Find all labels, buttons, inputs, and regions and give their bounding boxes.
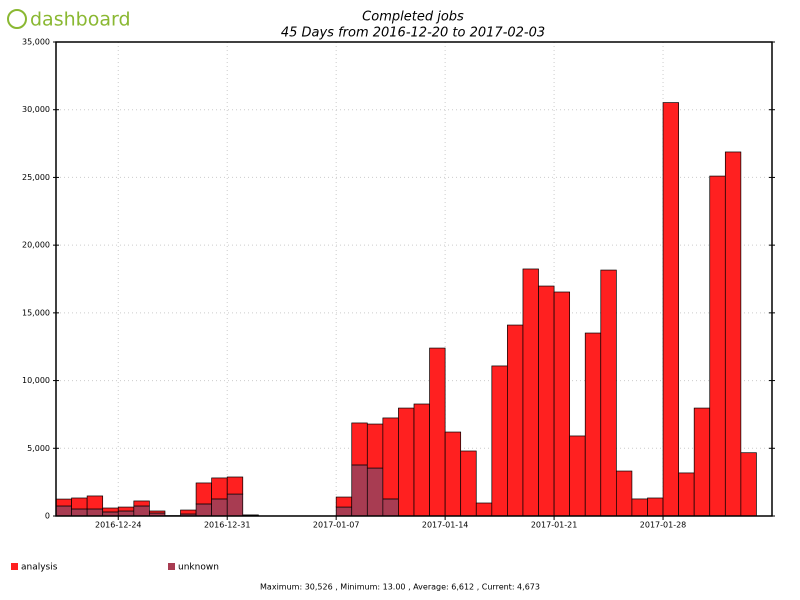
bar-segment <box>460 450 477 517</box>
bar-segment <box>631 498 648 517</box>
bar-segment <box>195 503 213 517</box>
bar-segment <box>351 422 368 466</box>
chart-subtitle: 45 Days from 2016-12-20 to 2017-02-03 <box>281 26 545 41</box>
bar-segment <box>211 498 228 517</box>
bar-segment <box>226 493 244 517</box>
x-tick-label: 2017-01-07 <box>313 521 360 530</box>
bar-segment <box>133 505 150 517</box>
bar-segment <box>584 332 602 517</box>
bar-segment <box>475 502 493 517</box>
logo-text: dashboard <box>30 9 131 31</box>
legend-label: analysis <box>21 563 58 573</box>
bar-segment <box>709 175 726 517</box>
bar-segment <box>429 347 446 517</box>
bar-segment <box>86 508 104 517</box>
bar-segment <box>149 510 166 514</box>
bar-segment <box>366 467 384 517</box>
bar-segment <box>662 102 679 517</box>
bar-segment <box>413 403 430 517</box>
bar-segment <box>522 268 539 517</box>
y-tick-label: 0 <box>45 512 50 521</box>
x-tick-label: 2017-01-14 <box>422 521 469 530</box>
bar-segment <box>133 500 150 507</box>
y-tick-label: 10,000 <box>22 376 50 385</box>
bar-segment <box>55 505 72 517</box>
bar-segment <box>507 324 524 517</box>
plot-frame <box>55 41 773 517</box>
bar-segment <box>398 407 415 517</box>
legend-label: unknown <box>178 563 219 573</box>
y-tick-label: 5,000 <box>27 444 50 453</box>
logo: dashboard <box>7 9 131 31</box>
bar-segment <box>693 407 711 517</box>
bar-segment <box>55 498 72 507</box>
bar-segment <box>553 291 571 517</box>
logo-icon <box>7 9 27 29</box>
bar-segment <box>538 285 555 517</box>
bar-segment <box>335 506 353 517</box>
bar-segment <box>351 464 368 517</box>
bar-segment <box>117 506 135 512</box>
legend-swatch <box>168 563 175 570</box>
x-tick-label: 2017-01-28 <box>640 521 687 530</box>
bar-segment <box>647 497 664 517</box>
x-tick-label: 2016-12-24 <box>95 521 142 530</box>
bar-segment <box>678 472 695 517</box>
bar-segment <box>211 477 228 500</box>
bar-segment <box>195 482 213 505</box>
bar-segment <box>382 417 399 500</box>
bar-segment <box>102 507 119 513</box>
y-tick-label: 35,000 <box>22 38 50 47</box>
legend-swatch <box>11 563 18 570</box>
bar-segment <box>444 431 462 517</box>
y-tick-label: 25,000 <box>22 173 50 182</box>
bar-segment <box>71 508 88 517</box>
bar-segment <box>366 423 384 469</box>
bar-segment <box>491 365 508 517</box>
bar-segment <box>226 476 244 495</box>
bar-segment <box>180 509 197 515</box>
bar-segment <box>335 496 353 508</box>
chart-title: Completed jobs <box>362 10 464 25</box>
y-tick-label: 30,000 <box>22 105 50 114</box>
bar-segment <box>382 498 399 517</box>
bar-segment <box>71 497 88 510</box>
x-tick-label: 2016-12-31 <box>204 521 251 530</box>
footer: Maximum: 30,526 , Minimum: 13.00 , Avera… <box>260 583 540 592</box>
x-tick-label: 2017-01-21 <box>531 521 578 530</box>
bar-segment <box>117 510 135 517</box>
bar-segment <box>569 435 586 517</box>
y-tick-label: 15,000 <box>22 308 50 317</box>
bar-segment <box>615 470 633 517</box>
bar-segment <box>740 452 757 517</box>
bar-segment <box>600 269 617 517</box>
y-tick-label: 20,000 <box>22 241 50 250</box>
bar-segment <box>724 151 742 517</box>
bar-segment <box>86 495 104 510</box>
